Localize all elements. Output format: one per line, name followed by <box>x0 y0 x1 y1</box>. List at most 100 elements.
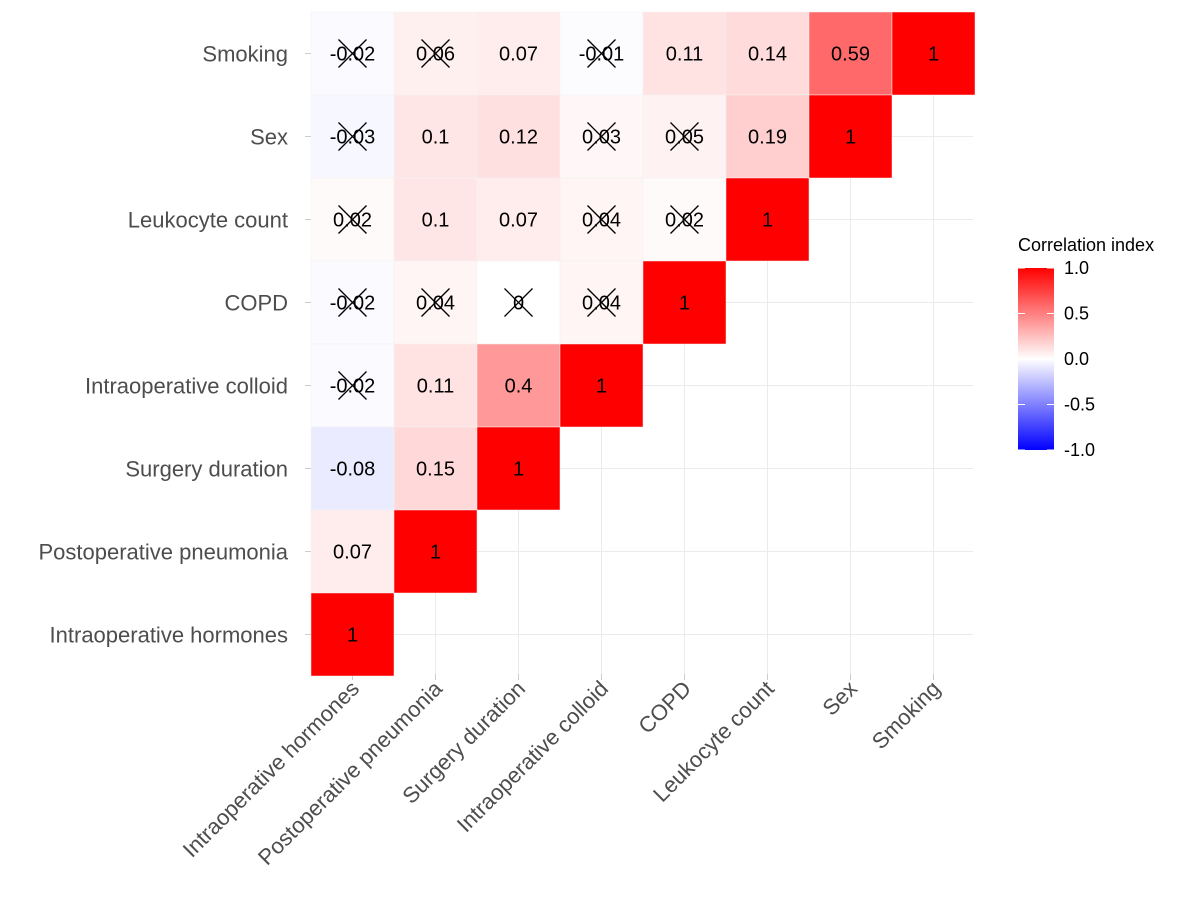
cell-value-label: 1 <box>596 376 607 398</box>
cell-value-label: 0.07 <box>499 210 538 232</box>
legend-ticks: 1.0 0.5 0.0 -0.5 -1.0 <box>1018 258 1095 460</box>
nonsignificant-cross-line <box>587 39 616 68</box>
heatmap-cell: 0.04 <box>393 260 478 345</box>
heatmap-cell: -0.01 <box>559 11 644 96</box>
legend-tick-label: -1.0 <box>1064 440 1095 460</box>
cell-value-label: 0.1 <box>422 127 450 149</box>
y-axis-tick-label: Smoking <box>202 42 288 67</box>
y-axis-tick-label: COPD <box>224 291 288 316</box>
cell-value-label: 0.4 <box>505 376 533 398</box>
heatmap-cell: 1 <box>725 177 810 262</box>
cell-value-label: 0.06 <box>416 44 455 66</box>
cell-tile <box>559 343 644 428</box>
nonsignificant-cross-line <box>421 39 450 68</box>
heatmap-cell: -0.02 <box>310 260 395 345</box>
cell-value-label: 0.02 <box>665 210 704 232</box>
heatmap-cell: 0.04 <box>559 260 644 345</box>
cell-value-label: -0.01 <box>579 44 625 66</box>
cell-value-label: 0.02 <box>333 210 372 232</box>
heatmap-cell: 0.4 <box>476 343 561 428</box>
legend: Correlation index 1.0 0.5 0.0 -0.5 -1.0 <box>1018 235 1154 460</box>
cell-value-label: 0.04 <box>582 210 621 232</box>
heatmap-cell: 0.11 <box>642 11 727 96</box>
heatmap-cell: 0.07 <box>310 509 395 594</box>
x-axis-tick-label: Sex <box>818 676 862 720</box>
nonsignificant-cross-line <box>587 205 616 234</box>
cell-value-label: -0.02 <box>330 44 376 66</box>
cell-value-label: -0.02 <box>330 293 376 315</box>
heatmap-cell: 0.59 <box>808 11 893 96</box>
heatmap-cell: 0.15 <box>393 426 478 511</box>
cell-value-label: -0.08 <box>330 459 376 481</box>
heatmap-cell: 0.04 <box>559 177 644 262</box>
heatmap-cell: 1 <box>310 592 395 677</box>
heatmap-cell: 0.07 <box>476 177 561 262</box>
heatmap-cell: 0.12 <box>476 94 561 179</box>
x-axis-tick-label: Intraoperative colloid <box>452 676 613 837</box>
cell-value-label: 0 <box>513 293 524 315</box>
y-axis-tick-label: Surgery duration <box>125 457 288 482</box>
cell-value-label: 0.07 <box>499 44 538 66</box>
cell-tile <box>393 94 478 179</box>
heatmap-cell: 1 <box>476 426 561 511</box>
cell-value-label: 1 <box>679 293 690 315</box>
nonsignificant-cross-line <box>670 122 699 151</box>
heatmap-cell: -0.02 <box>310 11 395 96</box>
y-axis-tick-label: Sex <box>250 125 288 150</box>
cell-tile <box>393 426 478 511</box>
heatmap-cells: -0.02 0.06 0.07 -0.01 0.11 0.14 0.59 1-0.03 0.1 0… <box>310 11 976 677</box>
heatmap-cell: 0.07 <box>476 11 561 96</box>
nonsignificant-cross-line <box>338 371 367 400</box>
cell-tile <box>891 11 976 96</box>
cell-tile <box>476 426 561 511</box>
heatmap-cell: 1 <box>559 343 644 428</box>
cell-value-label: 0.04 <box>582 293 621 315</box>
cell-value-label: 0.14 <box>748 44 787 66</box>
nonsignificant-cross-line <box>587 288 616 317</box>
cell-value-label: 0.12 <box>499 127 538 149</box>
heatmap-cell: 1 <box>808 94 893 179</box>
x-axis-tick-label: Smoking <box>867 676 945 754</box>
heatmap-cell: 1 <box>642 260 727 345</box>
heatmap-cell: -0.08 <box>310 426 395 511</box>
nonsignificant-cross-line <box>587 122 616 151</box>
cell-value-label: 1 <box>928 44 939 66</box>
legend-tick-label: 0.5 <box>1064 304 1089 324</box>
cell-value-label: 1 <box>762 210 773 232</box>
nonsignificant-cross-line <box>504 288 533 317</box>
y-axis-tick-label: Postoperative pneumonia <box>39 540 289 565</box>
x-axis-tick-label: COPD <box>633 676 696 739</box>
cell-value-label: 1 <box>513 459 524 481</box>
heatmap-cell: 0.05 <box>642 94 727 179</box>
y-axis-labels: Smoking Sex Leukocyte count COPD Intraoperat… <box>39 42 289 648</box>
cell-value-label: 0.1 <box>422 210 450 232</box>
cell-tile <box>310 592 395 677</box>
heatmap-cell: 0.1 <box>393 94 478 179</box>
cell-value-label: 1 <box>347 625 358 647</box>
cell-value-label: 0.11 <box>417 376 454 398</box>
cell-value-label: 1 <box>430 542 441 564</box>
cell-tile <box>642 11 727 96</box>
legend-tick-label: 1.0 <box>1064 258 1089 278</box>
cell-value-label: 0.05 <box>665 127 704 149</box>
legend-tick-label: -0.5 <box>1064 395 1095 415</box>
nonsignificant-cross-line <box>338 205 367 234</box>
cell-tile <box>393 509 478 594</box>
nonsignificant-cross-line <box>338 288 367 317</box>
cell-tile <box>310 426 395 511</box>
cell-value-label: 0.19 <box>748 127 787 149</box>
y-axis-tick-label: Intraoperative hormones <box>50 623 288 648</box>
heatmap-cell: 0.14 <box>725 11 810 96</box>
cell-value-label: -0.02 <box>330 376 376 398</box>
cell-tile <box>393 343 478 428</box>
heatmap-cell: -0.03 <box>310 94 395 179</box>
cell-tile <box>725 177 810 262</box>
heatmap-cell: 0.02 <box>310 177 395 262</box>
nonsignificant-cross-line <box>421 288 450 317</box>
cell-tile <box>725 94 810 179</box>
cell-value-label: 0.04 <box>416 293 455 315</box>
heatmap-cell: 1 <box>393 509 478 594</box>
y-axis-tick-label: Intraoperative colloid <box>85 374 288 399</box>
